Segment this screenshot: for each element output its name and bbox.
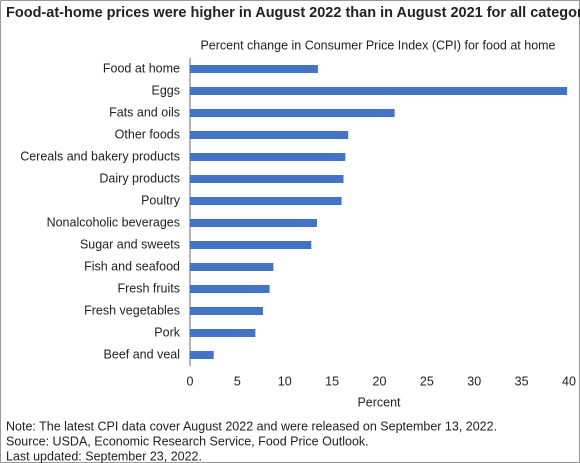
y-tick-label: Beef and veal [104,347,180,361]
bar [190,329,256,337]
note: Note: The latest CPI data cover August 2… [6,419,497,433]
bar [190,263,274,271]
chart-title: Food-at-home prices were higher in Augus… [6,5,580,21]
x-tick-label: 10 [278,374,292,388]
y-tick-label: Dairy products [99,171,180,185]
y-tick-label: Pork [154,325,180,339]
x-tick-label: 30 [467,374,481,388]
subtitle: Percent change in Consumer Price Index (… [200,38,555,52]
bar [190,87,568,95]
bar [190,153,346,161]
x-tick-label: 15 [325,374,339,388]
bar [190,351,214,359]
x-tick-label: 5 [234,374,241,388]
bar [190,307,263,315]
x-tick-label: 25 [420,374,434,388]
bar [190,197,342,205]
y-tick-label: Other foods [115,127,180,141]
note: Source: USDA, Economic Research Service,… [6,434,369,448]
x-tick-label: 20 [373,374,387,388]
y-tick-label: Nonalcoholic beverages [47,215,180,229]
bar [190,219,317,227]
y-tick-label: Sugar and sweets [80,237,180,251]
note: Last updated: September 23, 2022. [6,449,202,463]
bar [190,65,318,73]
x-tick-label: 35 [515,374,529,388]
y-tick-label: Food at home [103,61,180,75]
y-tick-label: Fish and seafood [84,259,180,273]
y-tick-label: Eggs [152,83,181,97]
bar [190,109,395,117]
bar [190,175,344,183]
y-tick-label: Fresh vegetables [84,303,180,317]
bar [190,131,349,139]
x-tick-label: 40 [562,374,576,388]
y-tick-label: Poultry [141,193,181,207]
x-axis-label: Percent [357,395,401,409]
y-tick-label: Fresh fruits [117,281,180,295]
x-tick-label: 0 [187,374,194,388]
bar [190,241,312,249]
bar [190,285,270,293]
y-tick-label: Cereals and bakery products [20,149,180,163]
y-tick-label: Fats and oils [109,105,180,119]
